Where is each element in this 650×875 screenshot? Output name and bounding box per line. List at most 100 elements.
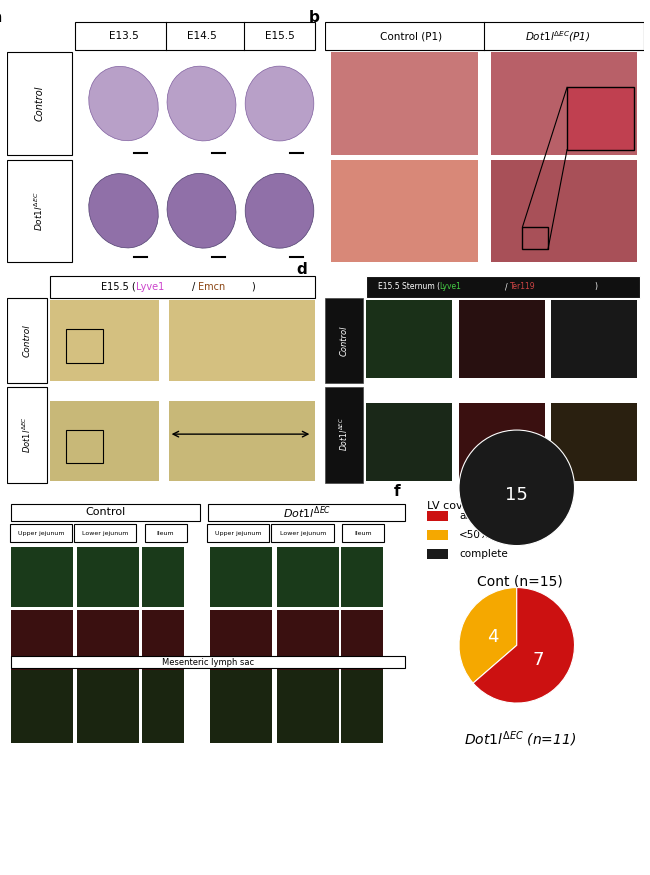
Bar: [210, 669, 272, 743]
Bar: [367, 402, 452, 481]
Bar: [66, 430, 103, 463]
Bar: [341, 610, 383, 669]
Text: Ileum: Ileum: [157, 530, 174, 536]
Text: ): ): [594, 283, 597, 291]
Bar: [428, 549, 448, 558]
Text: E15.5 (: E15.5 (: [101, 282, 136, 292]
Bar: [77, 669, 140, 743]
Bar: [428, 530, 448, 540]
FancyBboxPatch shape: [74, 523, 136, 542]
Wedge shape: [459, 588, 517, 683]
Bar: [77, 548, 140, 607]
Text: Control: Control: [22, 324, 31, 357]
Bar: [276, 610, 339, 669]
FancyBboxPatch shape: [325, 298, 363, 383]
Text: $Dot1l^{\Delta EC}$: $Dot1l^{\Delta EC}$: [283, 504, 331, 521]
FancyBboxPatch shape: [325, 388, 363, 483]
Text: Ter119: Ter119: [510, 283, 536, 291]
Text: <50%: <50%: [459, 530, 491, 540]
Text: E13.5: E13.5: [109, 31, 138, 41]
Text: /: /: [192, 282, 195, 292]
FancyBboxPatch shape: [325, 23, 644, 50]
FancyBboxPatch shape: [6, 52, 72, 155]
Bar: [341, 548, 383, 607]
Text: $Dot1l^{\Delta EC}$: $Dot1l^{\Delta EC}$: [33, 191, 46, 231]
Bar: [50, 401, 159, 481]
Bar: [169, 401, 315, 481]
Text: Control: Control: [34, 86, 44, 122]
FancyBboxPatch shape: [10, 504, 200, 522]
FancyBboxPatch shape: [272, 523, 334, 542]
Text: $Dot1l^{\Delta EC}$: $Dot1l^{\Delta EC}$: [21, 416, 33, 452]
FancyBboxPatch shape: [50, 276, 315, 298]
FancyBboxPatch shape: [10, 656, 406, 668]
Text: Control (P1): Control (P1): [380, 31, 442, 41]
Text: LV coverage:: LV coverage:: [428, 501, 499, 511]
Bar: [10, 669, 73, 743]
FancyBboxPatch shape: [367, 276, 640, 298]
Text: d: d: [296, 262, 307, 277]
Ellipse shape: [245, 66, 314, 141]
Bar: [276, 669, 339, 743]
FancyBboxPatch shape: [208, 504, 406, 522]
Bar: [50, 300, 159, 381]
Text: Cont (n=15): Cont (n=15): [477, 574, 563, 588]
FancyBboxPatch shape: [10, 523, 72, 542]
Bar: [332, 52, 478, 155]
Text: 4: 4: [487, 627, 499, 646]
Bar: [332, 159, 478, 262]
Text: a: a: [0, 10, 1, 25]
FancyBboxPatch shape: [6, 388, 47, 483]
Text: $Dot1l^{\Delta EC}$ (n=11): $Dot1l^{\Delta EC}$ (n=11): [464, 729, 576, 749]
Bar: [551, 300, 637, 378]
Text: Lyve1: Lyve1: [136, 282, 164, 292]
FancyBboxPatch shape: [342, 523, 384, 542]
Bar: [210, 610, 272, 669]
Text: Lower jejunum: Lower jejunum: [82, 530, 129, 536]
Bar: [459, 402, 545, 481]
Bar: [367, 300, 452, 378]
Text: Upper jejunum: Upper jejunum: [18, 530, 64, 536]
Text: Control: Control: [85, 507, 125, 517]
Text: complete: complete: [459, 549, 508, 558]
Text: $Dot1l^{\Delta EC}$(P1): $Dot1l^{\Delta EC}$(P1): [525, 29, 590, 44]
FancyBboxPatch shape: [207, 523, 270, 542]
Bar: [77, 610, 140, 669]
Text: Control: Control: [339, 326, 348, 355]
Text: E14.5: E14.5: [187, 31, 216, 41]
Bar: [10, 672, 73, 732]
Text: b: b: [309, 10, 320, 25]
FancyBboxPatch shape: [6, 298, 47, 383]
Text: 15: 15: [505, 486, 528, 504]
Text: Upper jejunum: Upper jejunum: [215, 530, 261, 536]
Bar: [142, 672, 184, 732]
FancyBboxPatch shape: [567, 88, 634, 150]
Wedge shape: [473, 588, 575, 703]
Bar: [551, 402, 637, 481]
Wedge shape: [459, 430, 575, 546]
Bar: [142, 548, 184, 607]
Text: f: f: [393, 484, 400, 499]
Text: Emcn: Emcn: [198, 282, 226, 292]
Ellipse shape: [245, 173, 314, 248]
Bar: [10, 548, 73, 607]
Bar: [10, 610, 73, 669]
Bar: [491, 159, 637, 262]
Bar: [210, 672, 272, 732]
Ellipse shape: [167, 173, 236, 248]
FancyBboxPatch shape: [75, 23, 315, 50]
Ellipse shape: [89, 66, 158, 141]
Bar: [77, 672, 140, 732]
Bar: [142, 610, 184, 669]
Bar: [169, 300, 315, 381]
Bar: [276, 672, 339, 732]
FancyBboxPatch shape: [144, 523, 187, 542]
Text: /: /: [505, 283, 508, 291]
Bar: [491, 52, 637, 155]
Bar: [459, 300, 545, 378]
Bar: [341, 672, 383, 732]
Bar: [142, 669, 184, 743]
Bar: [66, 329, 103, 363]
Text: E15.5: E15.5: [265, 31, 294, 41]
FancyBboxPatch shape: [6, 159, 72, 262]
